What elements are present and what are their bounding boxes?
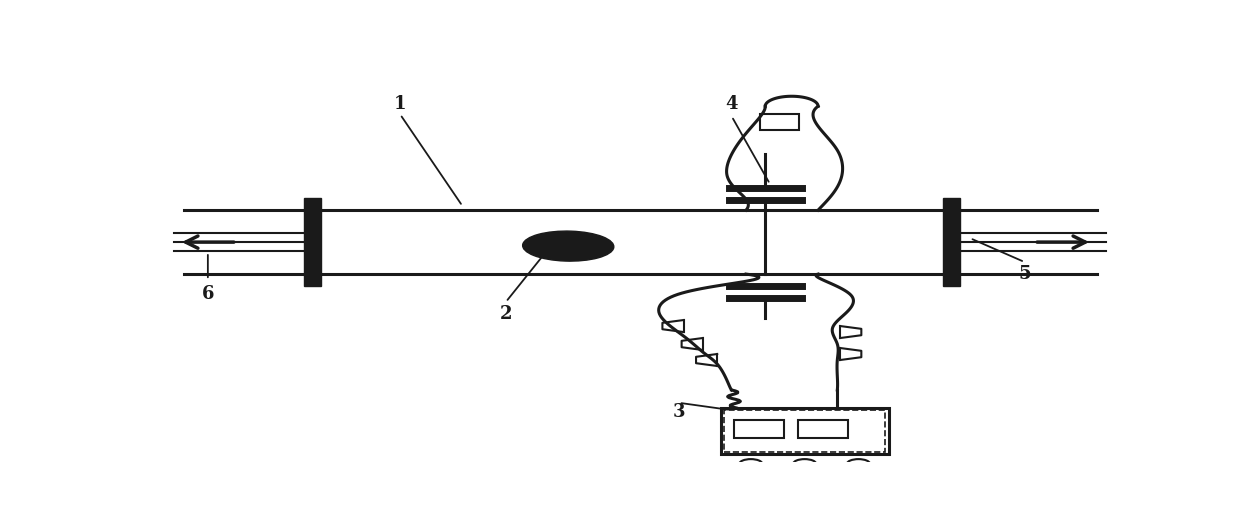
Text: 2: 2 <box>500 305 512 323</box>
Bar <box>720 408 889 454</box>
Text: 3: 3 <box>672 403 684 421</box>
Text: 5: 5 <box>1018 265 1030 283</box>
Bar <box>760 114 799 130</box>
Bar <box>942 198 960 286</box>
Bar <box>304 198 321 286</box>
Ellipse shape <box>522 231 614 261</box>
Text: 4: 4 <box>725 95 738 113</box>
Text: 1: 1 <box>394 95 407 113</box>
Bar <box>724 409 885 453</box>
Text: 6: 6 <box>202 285 215 303</box>
Bar <box>734 420 785 438</box>
Bar <box>797 420 848 438</box>
